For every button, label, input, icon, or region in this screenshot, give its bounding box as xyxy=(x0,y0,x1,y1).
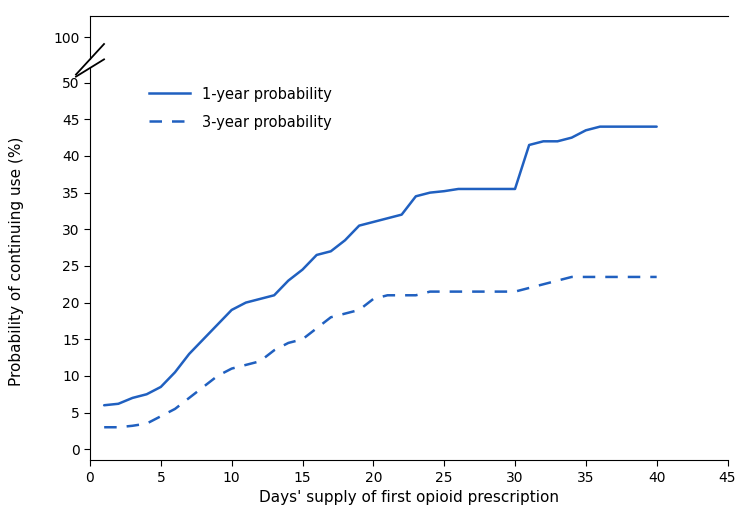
Legend: 1-year probability, 3-year probability: 1-year probability, 3-year probability xyxy=(142,79,339,138)
X-axis label: Days' supply of first opioid prescription: Days' supply of first opioid prescriptio… xyxy=(259,490,559,505)
Text: Probability of continuing use (%): Probability of continuing use (%) xyxy=(9,137,24,386)
